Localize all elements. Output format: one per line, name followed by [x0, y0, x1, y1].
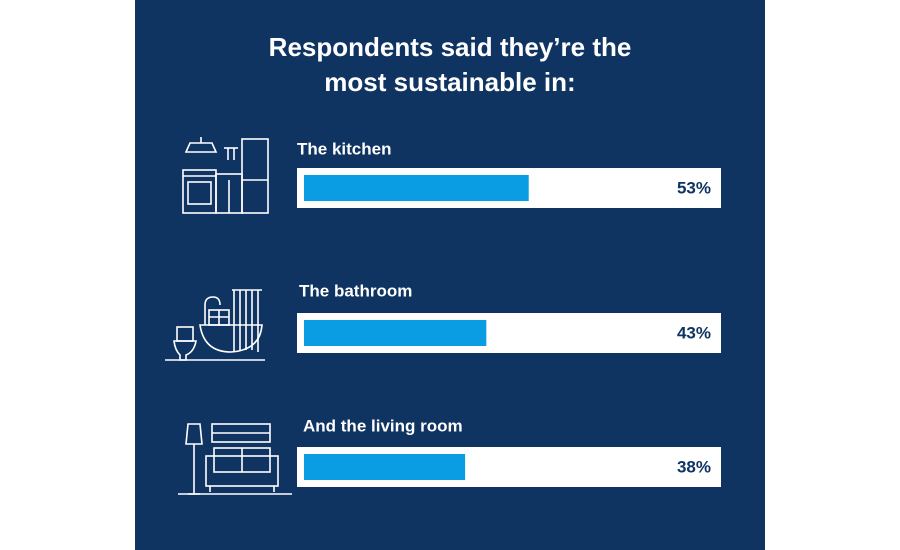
living-room-icon	[178, 423, 292, 495]
bathroom-icon	[165, 289, 265, 361]
category-label: And the living room	[303, 416, 463, 435]
value-label: 43%	[677, 323, 711, 342]
category-label: The kitchen	[297, 139, 391, 158]
category-label: The bathroom	[299, 281, 412, 300]
bar	[304, 175, 529, 201]
bar	[304, 320, 487, 346]
value-label: 53%	[677, 178, 711, 197]
kitchen-icon	[182, 137, 269, 214]
bar	[304, 454, 466, 480]
value-label: 38%	[677, 457, 711, 476]
chart-title: Respondents said they’re the most sustai…	[268, 32, 632, 97]
